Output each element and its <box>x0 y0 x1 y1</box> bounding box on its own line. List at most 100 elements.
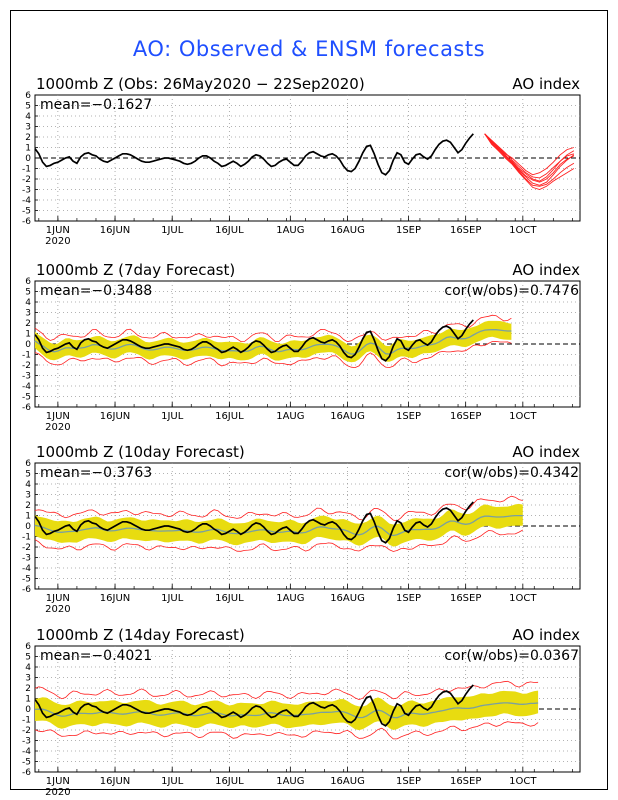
observed-line <box>34 319 474 362</box>
y-tick-label: -1 <box>22 716 31 726</box>
x-tick-label: 1OCT <box>509 593 537 604</box>
ensemble-lower-envelope <box>34 529 523 552</box>
y-tick-label: -2 <box>22 543 31 553</box>
ensemble-mean-line <box>34 514 523 537</box>
ensemble-mean-line <box>34 702 539 719</box>
x-tick-label: 1JUN <box>46 593 70 604</box>
observed-line <box>34 133 474 176</box>
y-tick-label: 0 <box>25 340 31 350</box>
x-tick-label: 16JUL <box>215 776 244 787</box>
y-tick-label: 1 <box>25 330 31 340</box>
panel-right-label: AO index <box>512 626 580 644</box>
x-tick-label: 1AUG <box>276 776 304 787</box>
x-tick-label: 1JUN <box>46 411 70 422</box>
mean-label: mean=−0.3488 <box>40 283 152 299</box>
y-tick-label: 3 <box>25 491 31 501</box>
panel-right-label: AO index <box>512 75 580 93</box>
y-tick-label: 0 <box>25 705 31 715</box>
panel-right-label: AO index <box>512 261 580 279</box>
y-tick-label: 3 <box>25 123 31 133</box>
ensemble-upper-envelope <box>34 495 523 522</box>
y-tick-label: 1 <box>25 144 31 154</box>
y-tick-label: 2 <box>25 684 31 694</box>
y-tick-label: 4 <box>25 298 31 308</box>
x-tick-label: 1JUL <box>161 225 184 236</box>
x-tick-label: 1JUL <box>161 593 184 604</box>
y-tick-label: -6 <box>22 403 31 413</box>
y-tick-label: -2 <box>22 726 31 736</box>
x-tick-label: 1AUG <box>276 593 304 604</box>
y-tick-label: -6 <box>22 768 31 778</box>
x-tick-label: 16JUN <box>100 225 130 236</box>
x-tick-label: 1JUN <box>46 776 70 787</box>
y-tick-label: -6 <box>22 585 31 595</box>
x-tick-sublabel: 2020 <box>45 787 70 798</box>
x-tick-label: 1SEP <box>396 411 421 422</box>
ensemble-spread-band <box>35 503 523 547</box>
x-tick-label: 16JUN <box>100 411 130 422</box>
y-tick-label: 6 <box>25 91 31 101</box>
ensemble-member-line <box>484 133 575 183</box>
x-tick-label: 16AUG <box>330 225 365 236</box>
ensemble-mean-line <box>34 328 512 355</box>
ensemble-lower-envelope <box>34 721 539 740</box>
panel-title: 1000mb Z (7day Forecast) <box>36 261 235 279</box>
observed-line <box>34 684 474 727</box>
correlation-label: cor(w/obs)=0.4342 <box>444 465 579 481</box>
x-tick-label: 16JUN <box>100 776 130 787</box>
y-tick-label: -2 <box>22 361 31 371</box>
mean-label: mean=−0.1627 <box>40 97 152 113</box>
y-tick-label: -4 <box>22 382 31 392</box>
y-tick-label: 5 <box>25 470 31 480</box>
y-tick-label: 5 <box>25 653 31 663</box>
ensemble-member-line <box>484 133 575 182</box>
ensemble-lower-envelope <box>34 340 512 369</box>
y-tick-label: 5 <box>25 102 31 112</box>
x-tick-label: 1SEP <box>396 593 421 604</box>
y-tick-label: 2 <box>25 133 31 143</box>
y-tick-label: 6 <box>25 642 31 652</box>
y-tick-label: -4 <box>22 196 31 206</box>
panel-title: 1000mb Z (Obs: 26May2020 − 22Sep2020) <box>36 75 365 93</box>
x-tick-sublabel: 2020 <box>45 604 70 615</box>
x-tick-label: 16JUL <box>215 411 244 422</box>
x-tick-label: 16SEP <box>450 225 481 236</box>
x-tick-label: 16JUL <box>215 593 244 604</box>
y-tick-label: 1 <box>25 695 31 705</box>
chart-panel-1: 1000mb Z (Obs: 26May2020 − 22Sep2020) AO … <box>22 75 581 247</box>
y-tick-label: -5 <box>22 207 31 217</box>
ensemble-upper-envelope <box>34 680 539 701</box>
y-tick-label: -5 <box>22 758 31 768</box>
y-tick-label: 3 <box>25 309 31 319</box>
correlation-label: cor(w/obs)=0.7476 <box>444 283 579 299</box>
y-tick-label: 3 <box>25 674 31 684</box>
x-tick-label: 1OCT <box>509 776 537 787</box>
y-tick-label: -1 <box>22 165 31 175</box>
y-tick-label: 4 <box>25 480 31 490</box>
y-tick-label: 6 <box>25 459 31 469</box>
x-tick-label: 16AUG <box>330 593 365 604</box>
panel-title: 1000mb Z (14day Forecast) <box>36 626 245 644</box>
x-tick-label: 1SEP <box>396 776 421 787</box>
x-tick-label: 1AUG <box>276 411 304 422</box>
x-tick-label: 16SEP <box>450 776 481 787</box>
figure-frame <box>10 10 608 790</box>
x-tick-label: 1OCT <box>509 411 537 422</box>
y-tick-label: -3 <box>22 737 31 747</box>
mean-label: mean=−0.3763 <box>40 465 152 481</box>
y-tick-label: -1 <box>22 533 31 543</box>
correlation-label: cor(w/obs)=0.0367 <box>444 648 579 664</box>
ensemble-spread-band <box>35 320 512 363</box>
x-tick-label: 1SEP <box>396 225 421 236</box>
y-tick-label: 1 <box>25 512 31 522</box>
y-tick-label: -3 <box>22 372 31 382</box>
y-tick-label: -2 <box>22 175 31 185</box>
x-tick-label: 1JUL <box>161 411 184 422</box>
y-tick-label: -5 <box>22 393 31 403</box>
x-tick-label: 1JUL <box>161 776 184 787</box>
x-tick-label: 16JUL <box>215 225 244 236</box>
ensemble-upper-envelope <box>34 314 512 343</box>
mean-label: mean=−0.4021 <box>40 648 152 664</box>
chart-panel-4: 1000mb Z (14day Forecast) AO index 6543210… <box>22 626 581 798</box>
